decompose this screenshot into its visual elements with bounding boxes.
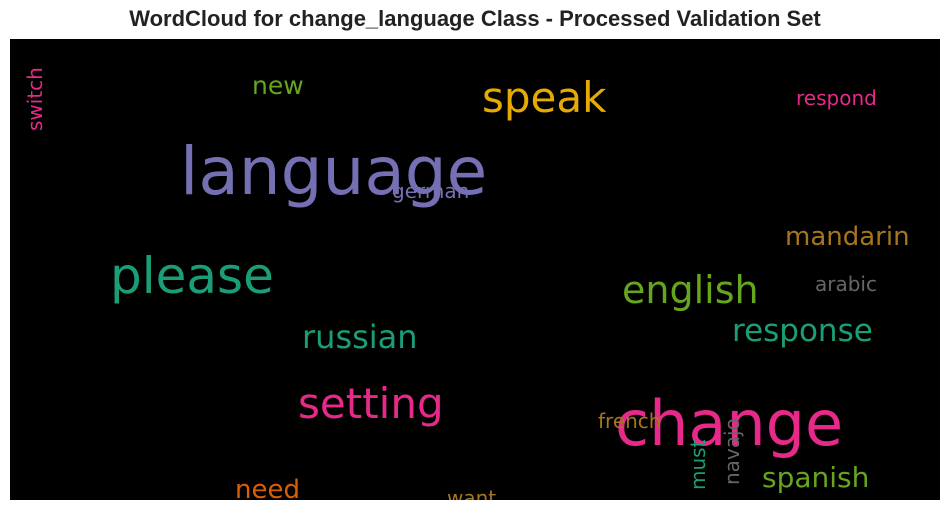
word-want: want [447, 486, 496, 500]
wordcloud-canvas: language change please setting speak english r… [10, 39, 940, 500]
word-navajo: navajo [720, 418, 744, 485]
word-need: need [235, 475, 300, 500]
word-please: please [110, 247, 274, 305]
word-new: new [252, 71, 304, 100]
word-french: french [598, 409, 661, 433]
word-respond: respond [796, 86, 877, 110]
word-must: must [686, 439, 710, 490]
word-setting: setting [298, 379, 444, 428]
chart-title: WordCloud for change_language Class - Pr… [129, 6, 821, 31]
word-german: german [392, 179, 469, 203]
word-mandarin: mandarin [785, 222, 910, 252]
word-spanish: spanish [762, 461, 869, 494]
word-english: english [622, 268, 759, 312]
word-response: response [732, 313, 873, 349]
word-switch: switch [23, 67, 47, 131]
wordcloud-svg: languagechangepleasesettingspeakenglishr… [23, 67, 910, 500]
word-language: language [180, 133, 487, 210]
word-arabic: arabic [815, 272, 877, 296]
word-change: change [615, 387, 843, 460]
word-russian: russian [302, 318, 418, 356]
word-speak: speak [482, 73, 607, 122]
